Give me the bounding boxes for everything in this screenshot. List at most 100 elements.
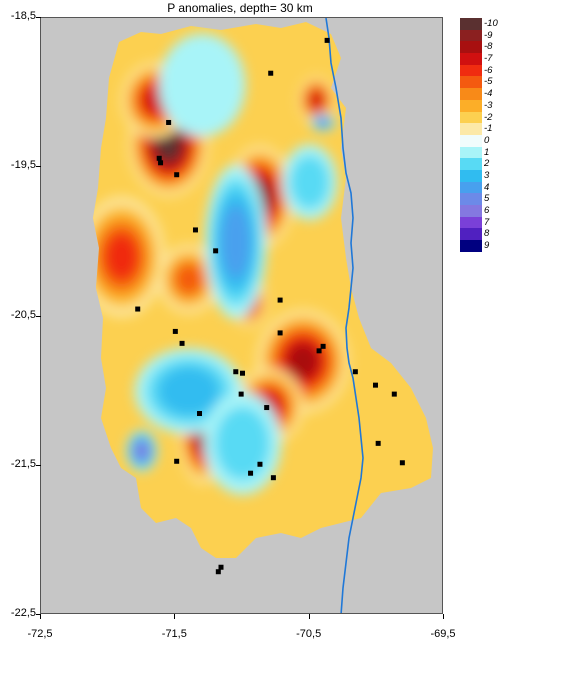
station-marker	[172, 328, 178, 334]
legend-swatch	[460, 169, 482, 182]
legend-label: 0	[484, 134, 490, 146]
legend-swatch	[460, 18, 482, 30]
legend-swatch	[460, 88, 482, 100]
station-marker	[179, 340, 185, 346]
x-tick-label: -70,5	[296, 628, 322, 640]
legend-label: 9	[484, 240, 490, 252]
anomaly-patch-3	[105, 234, 138, 280]
station-marker	[174, 458, 180, 464]
map-title: P anomalies, depth= 30 km	[167, 1, 313, 15]
anomaly-patch-16	[317, 118, 329, 127]
legend-swatch	[460, 228, 482, 241]
station-marker	[174, 172, 180, 178]
legend-label: -8	[484, 41, 493, 53]
y-tick-label: -22,5	[10, 607, 36, 619]
station-layer	[135, 37, 405, 575]
legend-label: 1	[484, 146, 490, 158]
station-marker	[324, 37, 330, 43]
legend-swatch	[460, 76, 482, 89]
station-marker	[240, 370, 245, 376]
station-marker	[213, 248, 219, 254]
y-tick-mark	[36, 464, 41, 466]
legend-label: -6	[484, 64, 493, 76]
x-tick-mark	[308, 614, 310, 619]
y-tick-label: -21,5	[10, 457, 36, 470]
y-tick-label: -20,5	[10, 308, 36, 321]
station-marker	[270, 475, 276, 481]
anomaly-patch-14	[289, 155, 330, 209]
x-tick-mark	[40, 614, 41, 619]
legend-swatch	[460, 29, 482, 42]
legend-swatch	[460, 181, 482, 194]
station-marker	[375, 440, 381, 446]
anomaly-map	[93, 18, 433, 613]
anomaly-patch-12	[135, 443, 148, 459]
station-marker	[264, 405, 270, 411]
station-marker	[399, 460, 405, 466]
anomaly-patch-10	[221, 204, 251, 279]
legend-label: 3	[484, 169, 490, 181]
legend-swatch	[460, 123, 482, 135]
anomaly-patch-13	[215, 406, 270, 480]
station-marker	[218, 564, 224, 570]
station-marker	[166, 119, 172, 125]
station-marker	[233, 369, 239, 375]
legend-label: 8	[484, 228, 490, 240]
legend-label: -7	[484, 53, 493, 65]
anomaly-patch-11	[158, 366, 220, 416]
anomaly-field	[93, 22, 433, 558]
legend-swatch	[460, 134, 482, 147]
anomaly-patches	[93, 33, 350, 495]
y-tick-mark	[36, 17, 41, 18]
legend-swatch	[460, 64, 482, 77]
legend-label: -9	[484, 29, 493, 41]
anomaly-patch-6	[287, 344, 318, 378]
legend-label: 7	[484, 216, 490, 228]
legend-swatch	[460, 53, 482, 65]
y-tick-mark	[36, 614, 41, 615]
station-marker	[248, 470, 254, 476]
x-tick-mark	[443, 614, 444, 619]
legend-swatch	[460, 99, 482, 112]
y-tick-mark	[36, 315, 41, 317]
coastline	[325, 18, 364, 613]
anomaly-patch-9	[309, 91, 323, 109]
station-marker	[158, 160, 164, 166]
legend-swatch	[460, 146, 482, 159]
legend-label: -1	[484, 123, 493, 135]
station-marker	[156, 155, 162, 161]
legend-swatch	[460, 193, 482, 205]
y-tick-mark	[36, 166, 41, 168]
legend-label: -5	[484, 76, 493, 88]
x-tick-label: -72,5	[27, 628, 53, 640]
legend-swatch	[460, 41, 482, 54]
legend-label: 2	[484, 158, 490, 170]
legend-label: 4	[484, 181, 490, 193]
station-marker	[135, 306, 141, 312]
station-marker	[352, 369, 358, 375]
y-tick-label: -18,5	[10, 10, 36, 22]
legend-swatch	[460, 111, 482, 124]
legend-label: -3	[484, 99, 493, 111]
legend-label: 5	[484, 193, 490, 205]
station-marker	[215, 569, 221, 575]
legend-label: 6	[484, 205, 490, 216]
station-marker	[277, 330, 283, 336]
legend-label: -10	[484, 18, 498, 29]
y-tick-label: -19,5	[10, 159, 36, 172]
station-marker	[268, 70, 274, 76]
map-frame[interactable]	[40, 17, 443, 614]
legend-swatch	[460, 216, 482, 229]
anomaly-patch-4	[175, 264, 202, 294]
legend-label: -4	[484, 88, 493, 100]
station-marker	[277, 297, 283, 303]
x-tick-mark	[174, 614, 176, 619]
station-marker	[320, 343, 326, 349]
station-marker	[257, 461, 263, 467]
station-marker	[316, 348, 322, 354]
station-marker	[391, 391, 397, 397]
station-marker	[192, 227, 198, 233]
x-tick-label: -69,5	[430, 628, 456, 640]
legend-swatch	[460, 240, 482, 252]
legend-label: -2	[484, 111, 493, 123]
